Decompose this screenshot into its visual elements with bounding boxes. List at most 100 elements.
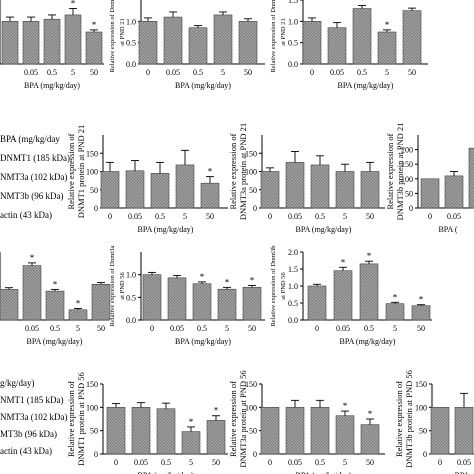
y-tick-label: 100 (401, 175, 413, 184)
bar (45, 290, 65, 321)
y-tick-label: 150 (86, 380, 98, 389)
x-tick-label: 0.05 (447, 212, 461, 221)
x-axis-label: BPA (mg/kg/day) (296, 225, 352, 234)
x-tick-label: 50 (206, 212, 214, 221)
bar (285, 162, 305, 209)
bar (360, 424, 380, 455)
bar (163, 16, 183, 65)
x-axis-label: BPA (mg/kg/day) (138, 225, 194, 234)
bar (468, 147, 474, 209)
bar (0, 289, 19, 321)
bar (100, 171, 120, 209)
y-tick-label: 1.0 (288, 17, 298, 26)
y-tick-label: 50 (90, 427, 98, 436)
x-tick-label: 0.5 (197, 324, 207, 333)
x-axis-label: BPA (mg/kg/day) (138, 471, 194, 474)
bar (68, 309, 88, 321)
bar (188, 27, 208, 65)
x-tick-label: 50 (408, 68, 416, 77)
y-tick-label: 1.0 (288, 282, 298, 291)
x-tick-label: 0.05 (134, 458, 148, 467)
bar (335, 415, 355, 455)
significance-marker: * (208, 167, 213, 177)
bar (335, 171, 355, 209)
y-tick-label: 150 (401, 160, 413, 169)
x-tick-label: 0 (150, 324, 154, 333)
y-axis-label: at PND 21 (119, 18, 126, 45)
x-tick-label: 0 (310, 68, 314, 77)
bar (242, 287, 262, 321)
y-tick-label: 0 (409, 204, 413, 213)
y-tick-label: 1.5 (288, 265, 298, 274)
y-tick-label: 0 (253, 450, 257, 459)
bar (285, 407, 305, 455)
x-tick-label: 0.5 (50, 324, 60, 333)
y-tick-label: 100 (245, 403, 257, 412)
y-axis-label: DNMT1 protein at PND 21 (76, 125, 86, 219)
x-tick-label: 0.05 (128, 212, 142, 221)
bar (454, 407, 474, 455)
bar (217, 288, 237, 321)
legend-pnd21-item: NMT3a (102 kDa) (0, 172, 67, 182)
bar (310, 407, 330, 455)
bar (1, 21, 19, 65)
x-axis-label: BPA (mg/kg/day) (175, 81, 231, 90)
x-tick-label: 0.05 (288, 212, 302, 221)
y-tick-label: 150 (86, 149, 98, 158)
y-tick-label: 1.0 (126, 17, 136, 26)
significance-marker: * (368, 409, 373, 419)
legend-pnd21-item: actin (43 kDa) (0, 210, 52, 220)
chart-mrna-dnmt1-pnd56-partial: * 0.05 * 0.5 * 5 50 BPA (mg/kg/day) (0, 252, 111, 346)
legend-pnd56-item: MT3b (96 kDa) (0, 429, 57, 439)
y-tick-label: 0.5 (288, 299, 298, 308)
x-tick-label: 0 (268, 212, 272, 221)
y-tick-label: 150 (245, 380, 257, 389)
y-axis-label: at PND 56 (280, 272, 287, 300)
y-tick-label: 100 (86, 168, 98, 177)
bar (444, 175, 464, 209)
x-tick-label: 50 (366, 458, 374, 467)
significance-marker: * (225, 277, 230, 287)
x-tick-label: 0.5 (315, 458, 325, 467)
bar (106, 407, 126, 455)
y-tick-label: 0.0 (126, 60, 136, 69)
y-tick-label: 50 (249, 186, 257, 195)
y-axis-label: Relative expression of Dnmt3b (270, 245, 277, 326)
y-tick-label: 150 (415, 380, 427, 389)
y-axis-label: at PND 21 (280, 18, 287, 45)
y-tick-label: 0 (94, 204, 98, 213)
x-axis-label: BPA (mg/kg/day) (175, 337, 231, 346)
x-axis-label: BPA (mg/kg/day) (338, 81, 394, 90)
x-axis-label: BPA (mg/kg/day) (24, 81, 80, 90)
y-tick-label: 50 (90, 186, 98, 195)
significance-marker: * (189, 417, 194, 427)
significance-marker: * (214, 406, 219, 416)
significance-marker: * (393, 292, 398, 302)
x-tick-label: 0.05 (330, 68, 344, 77)
bar (131, 407, 151, 455)
x-tick-label: 0.5 (161, 458, 171, 467)
y-tick-label: 100 (245, 168, 257, 177)
y-tick-label: 150 (245, 149, 257, 158)
significance-marker: * (250, 276, 255, 286)
legend-pnd21-title: BPA (mg/kg/day (0, 134, 60, 144)
bar (22, 21, 40, 65)
bar (359, 263, 379, 321)
x-tick-label: 0 (428, 212, 432, 221)
bar (206, 420, 226, 455)
y-axis-label: Relative expression of (228, 133, 238, 209)
chart-mrna-dnmt3b-pnd56: 0.0 0.5 1.0 1.5 2.0 Relative expression of Dn… (270, 245, 432, 346)
bar (260, 171, 280, 209)
y-tick-label: 0.5 (126, 293, 136, 302)
significance-marker: * (419, 295, 424, 305)
x-tick-label: 0.05 (25, 324, 39, 333)
x-tick-label: 5 (385, 68, 389, 77)
bar (138, 21, 158, 65)
y-axis-label: DNMT3b protein at PND 21 (395, 123, 405, 221)
bar (411, 305, 431, 321)
significance-marker: * (71, 0, 76, 9)
significance-marker: * (341, 257, 346, 267)
x-tick-label: 0.05 (457, 458, 471, 467)
